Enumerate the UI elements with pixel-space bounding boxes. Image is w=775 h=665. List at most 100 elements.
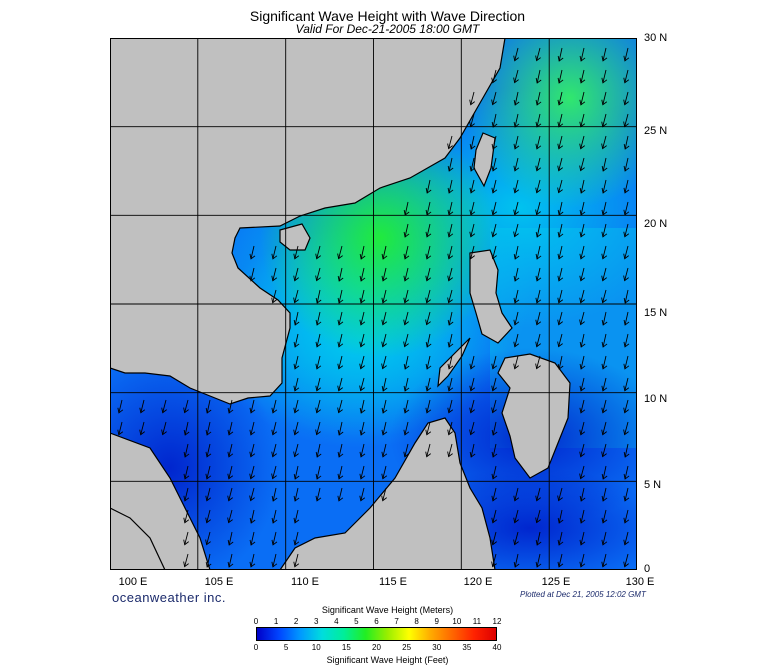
wave-arrow: [558, 157, 563, 171]
wave-arrow: [294, 443, 299, 457]
wave-arrow: [184, 399, 189, 413]
wave-arrow: [184, 443, 189, 458]
wave-arrow-head: [293, 407, 300, 414]
wave-arrow-head: [183, 429, 190, 436]
wave-arrow-head: [513, 253, 520, 260]
wave-arrow: [206, 553, 211, 568]
wave-arrow: [602, 311, 607, 326]
wave-arrow: [514, 179, 519, 193]
wave-arrow-head: [315, 429, 321, 436]
wave-arrow-head: [403, 451, 410, 458]
wave-arrow-head: [315, 451, 322, 458]
wave-arrow: [602, 201, 607, 215]
wave-arrow: [448, 443, 453, 457]
wave-arrow-head: [557, 209, 564, 216]
wave-arrow-head: [513, 297, 520, 304]
wave-arrow: [514, 135, 519, 149]
colorbar-feet-tick: 25: [402, 643, 412, 652]
wave-arrow: [470, 201, 475, 215]
wave-arrow-head: [535, 253, 542, 260]
wave-arrow: [558, 487, 563, 501]
wave-arrow: [624, 333, 629, 347]
wave-arrow: [492, 465, 497, 479]
wave-arrow-head: [271, 297, 277, 304]
wave-arrow-head: [205, 539, 211, 546]
wave-arrow: [536, 355, 541, 369]
wave-arrow: [360, 311, 365, 325]
wave-arrow: [360, 377, 365, 391]
wave-arrow: [514, 267, 519, 282]
wave-arrow: [492, 135, 497, 150]
wave-arrow: [558, 289, 563, 303]
wave-arrow-head: [535, 297, 542, 304]
wave-arrow: [448, 179, 453, 194]
wave-arrow: [360, 267, 365, 282]
wave-arrow-head: [359, 451, 366, 458]
wave-arrow: [272, 399, 277, 413]
wave-arrow-head: [227, 539, 234, 546]
wave-arrow-head: [315, 407, 321, 414]
wave-arrow: [448, 333, 453, 348]
wave-arrow: [536, 553, 541, 568]
wave-arrow-head: [513, 209, 519, 216]
wave-arrow: [492, 223, 497, 237]
land-hainan: [279, 223, 311, 251]
wave-arrow-head: [447, 253, 454, 260]
wave-arrow-head: [579, 99, 586, 106]
wave-arrow-head: [447, 209, 454, 216]
wave-arrow: [536, 509, 541, 523]
wave-arrow: [580, 465, 585, 479]
wave-arrow: [514, 157, 519, 171]
wave-arrow: [558, 113, 563, 127]
wave-arrow: [602, 443, 607, 457]
wave-arrow: [140, 421, 145, 435]
wave-arrow: [294, 333, 299, 348]
wave-arrow: [492, 377, 497, 391]
wave-arrow: [360, 443, 365, 457]
wave-arrow: [250, 553, 255, 567]
wave-arrow-head: [557, 495, 563, 502]
wave-arrow: [624, 289, 629, 304]
wave-arrow: [602, 245, 607, 259]
wave-arrow-head: [535, 121, 542, 128]
wave-arrow-head: [557, 231, 564, 238]
wave-arrow: [382, 399, 387, 414]
wave-arrow-head: [579, 341, 586, 348]
wave-arrow-head: [183, 451, 190, 458]
wave-arrow-head: [513, 539, 519, 546]
wave-arrow-head: [579, 231, 586, 238]
wave-arrow: [536, 91, 541, 106]
wave-arrow-head: [601, 187, 608, 194]
colorbar-feet-tick: 0: [253, 643, 259, 652]
wave-arrow: [514, 553, 519, 568]
wave-arrow: [624, 69, 629, 83]
wave-arrow-head: [535, 187, 541, 194]
wave-arrow-head: [293, 429, 299, 436]
wave-arrow: [470, 355, 475, 369]
wave-arrow-head: [359, 385, 365, 392]
wave-arrow-head: [403, 429, 410, 436]
wave-arrow: [514, 311, 519, 325]
wave-arrow-head: [491, 165, 498, 172]
wave-arrow-head: [271, 407, 278, 414]
wave-arrow: [514, 333, 519, 347]
wave-arrow: [228, 465, 233, 479]
wave-arrow: [580, 135, 585, 149]
wave-arrow-head: [469, 451, 476, 458]
wave-arrow: [492, 113, 497, 128]
wave-arrow: [250, 443, 255, 457]
wave-arrow-head: [557, 319, 563, 326]
wave-arrow-head: [447, 429, 453, 436]
wave-arrow-head: [579, 209, 586, 216]
wave-arrow-head: [513, 363, 519, 370]
plotted-timestamp: Plotted at Dec 21, 2005 12:02 GMT: [520, 590, 646, 599]
wave-arrow: [514, 245, 519, 260]
wave-arrow: [580, 443, 585, 457]
wave-arrow-head: [623, 121, 629, 128]
wave-arrow: [624, 201, 629, 215]
wave-arrow-head: [601, 473, 608, 480]
wave-arrow: [492, 421, 497, 436]
wave-arrow: [602, 531, 607, 545]
wave-arrow: [382, 465, 387, 479]
wave-arrow: [338, 487, 343, 501]
